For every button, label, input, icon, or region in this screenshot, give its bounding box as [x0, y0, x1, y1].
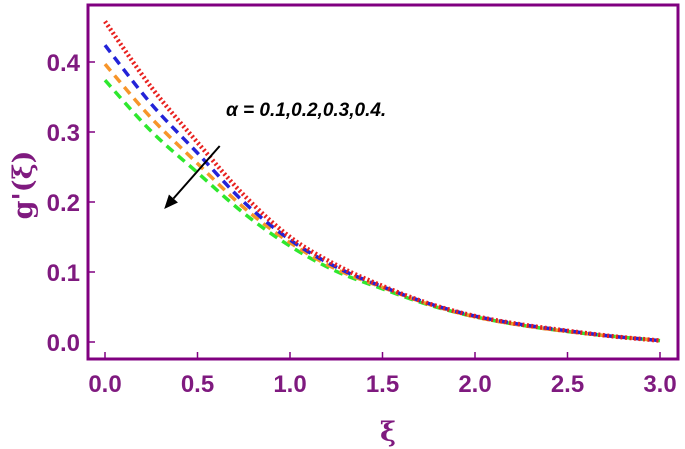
x-tick-label: 1.5: [366, 371, 399, 398]
x-tick-label: 2.5: [551, 371, 584, 398]
x-tick-label: 0.0: [88, 371, 121, 398]
x-tick-label: 0.5: [181, 371, 214, 398]
y-tick-label: 0.3: [47, 120, 80, 147]
x-tick-label: 3.0: [643, 371, 676, 398]
alpha-annotation: α = 0.1,0.2,0.3,0.4.: [226, 100, 386, 121]
x-axis-ticks: 0.0 0.5 1.0 1.5 2.0 2.5 3.0: [88, 352, 677, 398]
y-axis-title: g'(ξ): [8, 151, 39, 220]
plot-frame: [86, 3, 680, 361]
x-tick-label: 1.0: [273, 371, 306, 398]
series-layer: [103, 20, 661, 343]
x-tick-label: 2.0: [458, 371, 491, 398]
annotation-arrow: [164, 145, 221, 209]
series-line-1: [103, 20, 661, 343]
series-line-3: [103, 62, 661, 343]
series-line-2: [103, 44, 661, 343]
y-tick-label: 0.2: [47, 190, 80, 217]
x-axis-title: ξ: [380, 417, 396, 448]
y-tick-label: 0.4: [47, 50, 81, 77]
y-tick-label: 0.1: [47, 260, 80, 287]
y-tick-label: 0.0: [47, 330, 80, 357]
y-axis-ticks: 0.0 0.1 0.2 0.3 0.4: [47, 50, 95, 357]
